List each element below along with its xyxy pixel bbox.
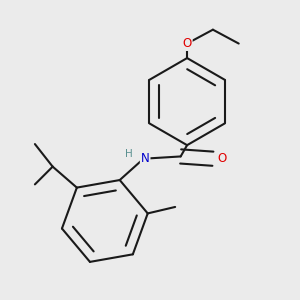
Text: O: O xyxy=(182,37,192,50)
Text: O: O xyxy=(217,152,226,165)
Text: H: H xyxy=(125,149,133,159)
Text: N: N xyxy=(141,152,149,165)
